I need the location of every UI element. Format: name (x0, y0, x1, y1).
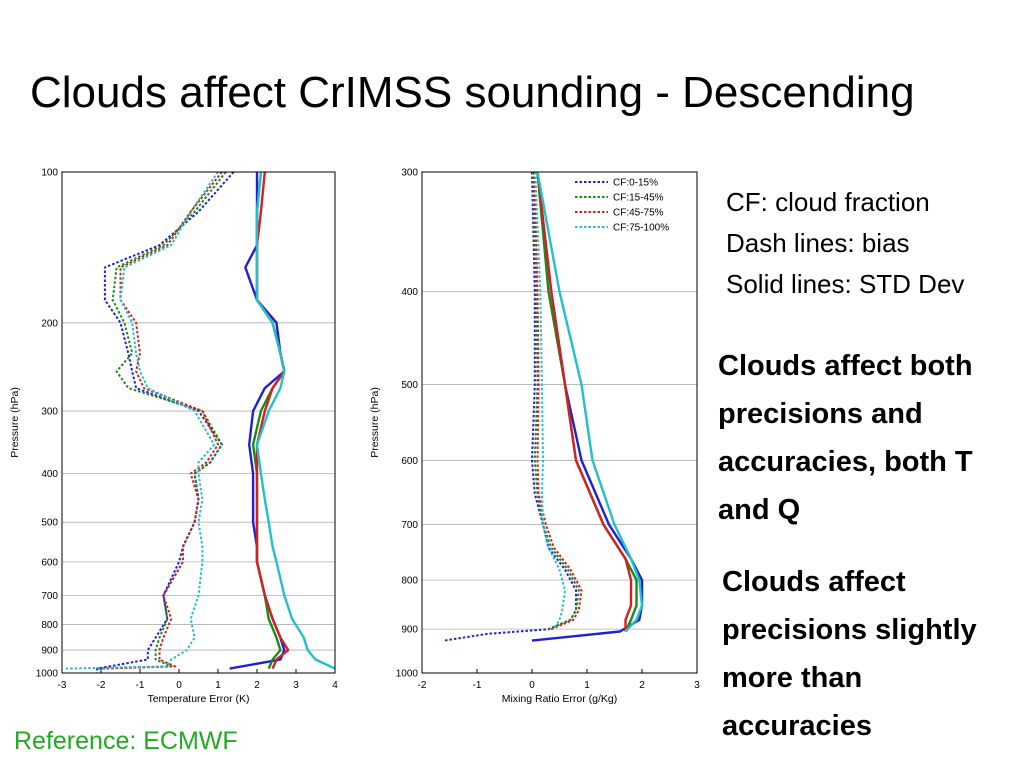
x-tick-label: -1 (473, 680, 482, 691)
x-axis-label: Mixing Ratio Error (g/Kg) (502, 693, 618, 705)
x-tick-label: 0 (176, 680, 182, 691)
y-axis-label: Pressure (hPa) (9, 387, 21, 458)
bias-line-2 (533, 172, 583, 631)
slide-title: Clouds affect CrIMSS sounding - Descendi… (30, 68, 915, 117)
reference-note: Reference: ECMWF (14, 727, 238, 755)
plot-frame-top (61, 171, 336, 674)
y-tick-label: 300 (401, 168, 418, 179)
series-group (65, 172, 335, 673)
y-tick-label: 900 (41, 646, 58, 657)
y-tick-label: 900 (401, 625, 418, 636)
line-style-notes: CF: cloud fraction Dash lines: bias Soli… (726, 182, 964, 305)
y-tick-label: 500 (401, 380, 418, 391)
bias-line-1 (97, 172, 227, 670)
note-cloud-fraction: CF: cloud fraction (726, 187, 930, 217)
bias-line-3 (534, 172, 566, 630)
note-dash-lines: Dash lines: bias (726, 228, 910, 258)
plot-frame-top (421, 171, 698, 674)
legend-label: CF:0-15% (613, 178, 658, 189)
x-axis-label: Temperature Error (K) (147, 693, 249, 705)
x-tick-label: 3 (293, 680, 299, 691)
finding-precision-line-2: precisions slightly (722, 614, 977, 646)
std-line-2 (536, 172, 633, 632)
x-tick-label: -2 (97, 680, 106, 691)
legend-label: CF:15-45% (613, 193, 664, 204)
finding-precision-line-4: accuracies (722, 710, 872, 742)
plot-frame (421, 171, 698, 674)
bias-line-3 (65, 172, 219, 670)
finding-precision-line-1: Clouds affect (722, 566, 906, 598)
y-tick-label: 700 (401, 520, 418, 531)
x-tick-label: 3 (694, 680, 700, 691)
y-tick-label: 700 (41, 591, 58, 602)
finding-both-line-1: Clouds affect both (718, 350, 973, 382)
y-tick-label: 600 (41, 557, 58, 568)
y-tick-label: 100 (41, 168, 58, 179)
x-tick-label: -2 (418, 680, 427, 691)
y-tick-label: 1000 (36, 669, 59, 680)
plot-frame (61, 171, 336, 674)
y-tick-label: 300 (41, 407, 58, 418)
bias-line-0 (443, 172, 577, 642)
x-tick-label: -1 (136, 680, 145, 691)
x-tick-label: 1 (215, 680, 221, 691)
chart-mixing-ratio: 300 400 500 600 700 800 900 1000-2 -1 0 1 2 3 Mixing … (369, 168, 700, 706)
finding-precision: Clouds affect precisions slightly more t… (722, 558, 977, 750)
note-solid-lines: Solid lines: STD Dev (726, 269, 965, 299)
std-line-3 (536, 172, 644, 633)
finding-both-line-3: accuracies, both T (718, 446, 973, 478)
finding-precision-line-3: more than (722, 662, 863, 694)
x-tick-label: 4 (332, 680, 338, 691)
bias-line-2 (100, 172, 223, 670)
x-tick-label: 0 (529, 680, 535, 691)
y-tick-label: 500 (41, 518, 58, 529)
legend-label: CF:75-100% (613, 223, 669, 234)
chart-legend: CF:0-15% CF:15-45% CF:45-75% CF:75-100% (575, 178, 669, 234)
x-tick-label: 2 (639, 680, 645, 691)
bias-line-1 (532, 172, 580, 631)
y-tick-label: 400 (401, 287, 418, 298)
y-tick-label: 600 (401, 456, 418, 467)
x-tick-label: 2 (254, 680, 260, 691)
series-group (443, 172, 644, 642)
y-tick-label: 1000 (396, 669, 419, 680)
y-tick-label: 400 (41, 469, 58, 480)
finding-both: Clouds affect both precisions and accura… (718, 342, 973, 534)
x-tick-label: -3 (58, 680, 67, 691)
x-tick-label: 1 (584, 680, 590, 691)
y-tick-label: 200 (41, 318, 58, 329)
y-tick-label: 800 (41, 620, 58, 631)
chart-temperature: 100 200 300 400 500 600 700 800 900 1000-3 -2 -1 0 1 2… (9, 168, 338, 706)
y-tick-label: 800 (401, 576, 418, 587)
finding-both-line-4: and Q (718, 494, 801, 526)
legend-label: CF:45-75% (613, 208, 664, 219)
std-line-3 (255, 172, 335, 670)
y-axis-label: Pressure (hPa) (369, 387, 381, 458)
finding-both-line-2: precisions and (718, 398, 923, 430)
